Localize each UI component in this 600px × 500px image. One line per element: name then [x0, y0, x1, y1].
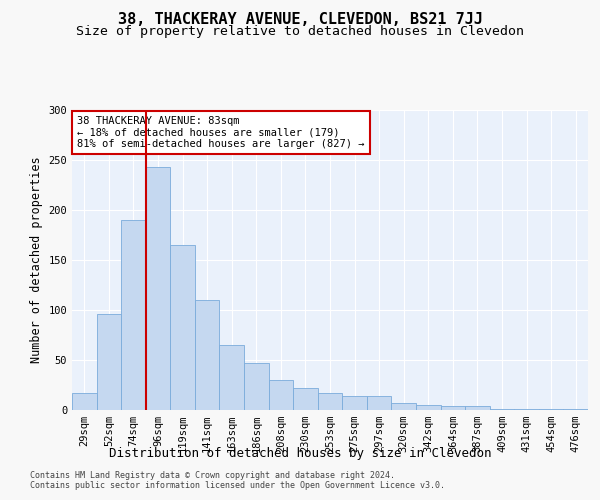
Text: Distribution of detached houses by size in Clevedon: Distribution of detached houses by size …: [109, 448, 491, 460]
Text: 38, THACKERAY AVENUE, CLEVEDON, BS21 7JJ: 38, THACKERAY AVENUE, CLEVEDON, BS21 7JJ: [118, 12, 482, 28]
Bar: [293, 388, 318, 410]
Bar: [416, 405, 440, 410]
Bar: [514, 409, 539, 410]
Y-axis label: Number of detached properties: Number of detached properties: [30, 156, 43, 364]
Bar: [440, 406, 465, 410]
Bar: [220, 345, 244, 410]
Bar: [121, 220, 146, 410]
Bar: [465, 406, 490, 410]
Bar: [367, 396, 391, 410]
Bar: [318, 393, 342, 410]
Bar: [391, 403, 416, 410]
Bar: [146, 167, 170, 410]
Text: Contains HM Land Registry data © Crown copyright and database right 2024.: Contains HM Land Registry data © Crown c…: [30, 471, 395, 480]
Bar: [269, 380, 293, 410]
Bar: [195, 300, 220, 410]
Bar: [342, 396, 367, 410]
Bar: [490, 409, 514, 410]
Bar: [244, 363, 269, 410]
Bar: [97, 314, 121, 410]
Bar: [563, 409, 588, 410]
Text: Size of property relative to detached houses in Clevedon: Size of property relative to detached ho…: [76, 25, 524, 38]
Bar: [539, 409, 563, 410]
Text: 38 THACKERAY AVENUE: 83sqm
← 18% of detached houses are smaller (179)
81% of sem: 38 THACKERAY AVENUE: 83sqm ← 18% of deta…: [77, 116, 365, 149]
Bar: [170, 245, 195, 410]
Bar: [72, 393, 97, 410]
Text: Contains public sector information licensed under the Open Government Licence v3: Contains public sector information licen…: [30, 481, 445, 490]
